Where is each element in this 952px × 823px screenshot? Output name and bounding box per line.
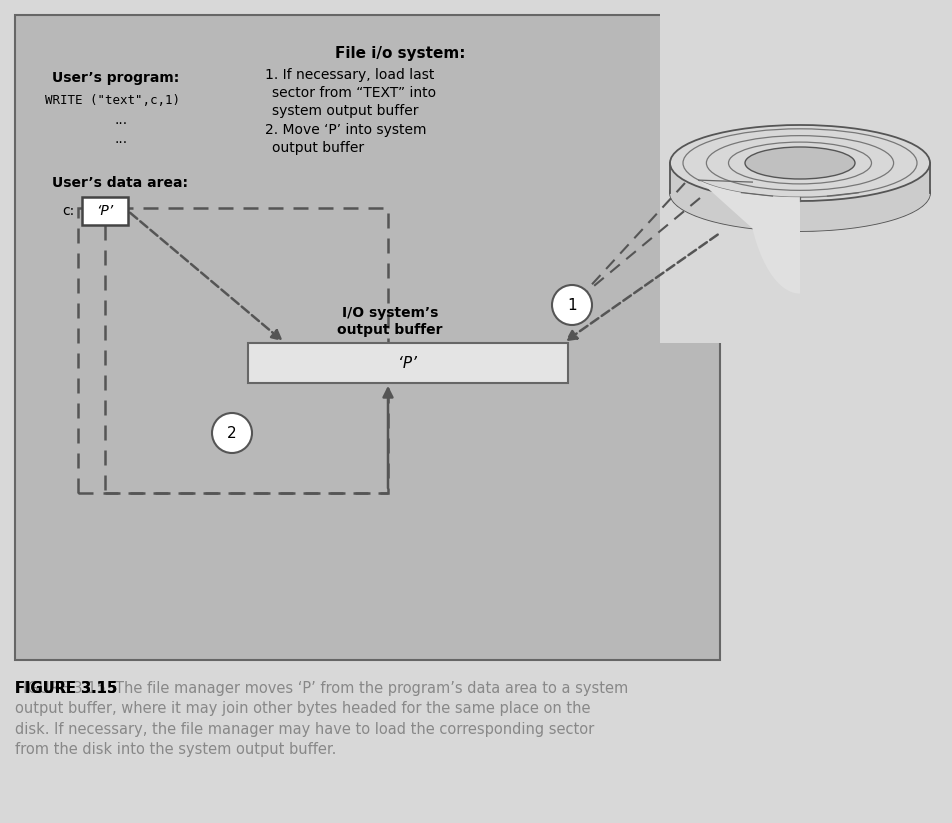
Text: ...: ... [115, 132, 128, 146]
Text: WRITE ("text",c,1): WRITE ("text",c,1) [45, 94, 180, 106]
Text: ‘P’: ‘P’ [398, 356, 417, 370]
Text: User’s program:: User’s program: [52, 71, 179, 85]
Bar [248, 343, 567, 383]
Ellipse shape [669, 155, 929, 231]
Text: system output buffer: system output buffer [271, 104, 418, 118]
Bar [82, 197, 128, 225]
Text: User’s data area:: User’s data area: [52, 176, 188, 190]
Text: FIGURE 3.15: FIGURE 3.15 [15, 681, 117, 696]
Text: I/O system’s: I/O system’s [342, 306, 438, 320]
Bar [15, 15, 720, 660]
Bar [78, 208, 387, 493]
Bar [660, 13, 949, 343]
Text: output buffer: output buffer [337, 323, 443, 337]
Ellipse shape [669, 125, 929, 201]
Text: output buffer: output buffer [271, 141, 364, 155]
Circle shape [551, 285, 591, 325]
Polygon shape [698, 180, 799, 294]
Text: FIGURE 3.15  The file manager moves ‘P’ from the program’s data area to a system: FIGURE 3.15 The file manager moves ‘P’ f… [15, 681, 627, 757]
Text: File i/o system:: File i/o system: [334, 45, 465, 61]
Text: 2: 2 [227, 425, 236, 440]
Ellipse shape [744, 147, 854, 179]
Circle shape [211, 413, 251, 453]
Text: FIGURE 3.15: FIGURE 3.15 [15, 681, 117, 696]
Text: 1. If necessary, load last: 1. If necessary, load last [265, 68, 434, 82]
Text: ...: ... [115, 113, 128, 127]
Text: 2. Move ‘P’ into system: 2. Move ‘P’ into system [265, 123, 426, 137]
Text: sector from “TEXT” into: sector from “TEXT” into [271, 86, 436, 100]
Text: 1: 1 [566, 297, 576, 313]
Bar [680, 13, 949, 323]
Text: ‘P’: ‘P’ [96, 204, 113, 218]
Text: c:: c: [62, 204, 74, 218]
